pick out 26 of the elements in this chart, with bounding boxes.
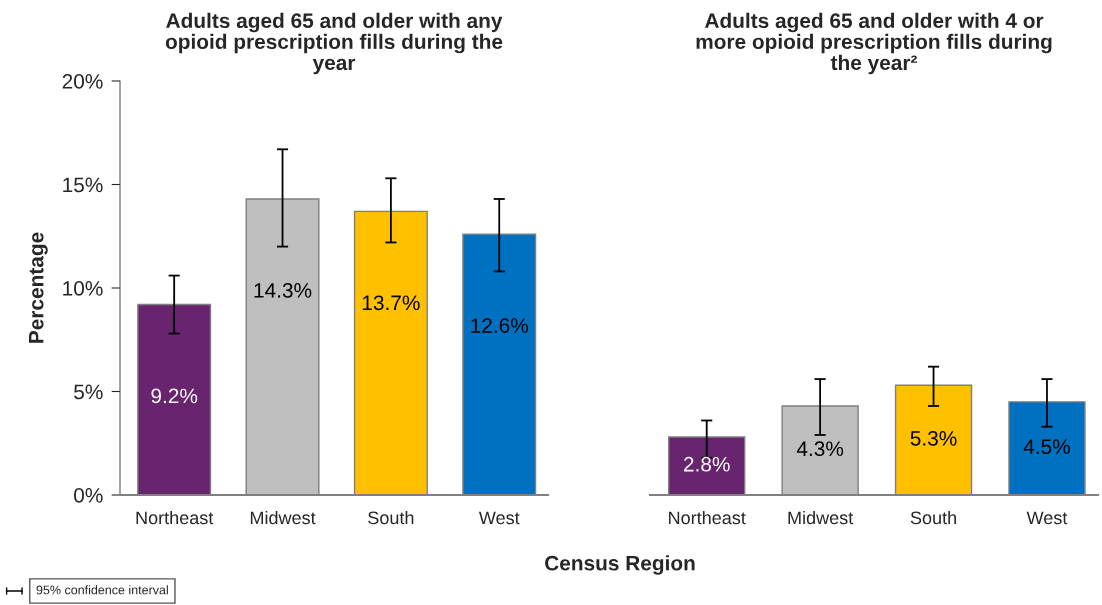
x-tick-label: West <box>1026 511 1068 525</box>
y-tick-label: 10% <box>63 281 103 296</box>
x-axis-title: Census Region <box>545 555 695 575</box>
data-label: 14.3% <box>254 282 312 298</box>
x-tick-label: Northeast <box>669 510 746 525</box>
data-label: 13.7% <box>362 295 420 311</box>
data-label: 4.3% <box>796 441 844 457</box>
chart-title: Adults aged 65 and older with any opioid prescription fills during the year <box>165 12 503 75</box>
x-tick-label: Midwest <box>788 510 854 525</box>
data-label: 2.8% <box>684 456 730 472</box>
data-label: 9.2% <box>151 388 198 404</box>
data-label: 5.3% <box>910 430 957 446</box>
y-tick-label: 5% <box>74 384 103 400</box>
y-tick-label: 20% <box>62 74 103 89</box>
x-tick-label: South <box>368 510 414 525</box>
data-label: 4.5% <box>1023 439 1070 455</box>
x-tick-label: Northeast <box>136 510 214 525</box>
y-tick-label: 15% <box>63 177 103 193</box>
x-tick-label: Midwest <box>250 510 316 525</box>
x-tick-label: South <box>910 510 956 525</box>
y-tick-label: 0% <box>74 488 103 503</box>
x-tick-label: West <box>478 511 520 525</box>
chart-title: Adults aged 65 and older with 4 or more opioid prescription fills during the year² <box>696 12 1052 75</box>
text: 95% confidence interval <box>36 585 168 595</box>
data-label: 12.6% <box>471 318 529 333</box>
y-axis-title: Percentage <box>29 232 48 343</box>
